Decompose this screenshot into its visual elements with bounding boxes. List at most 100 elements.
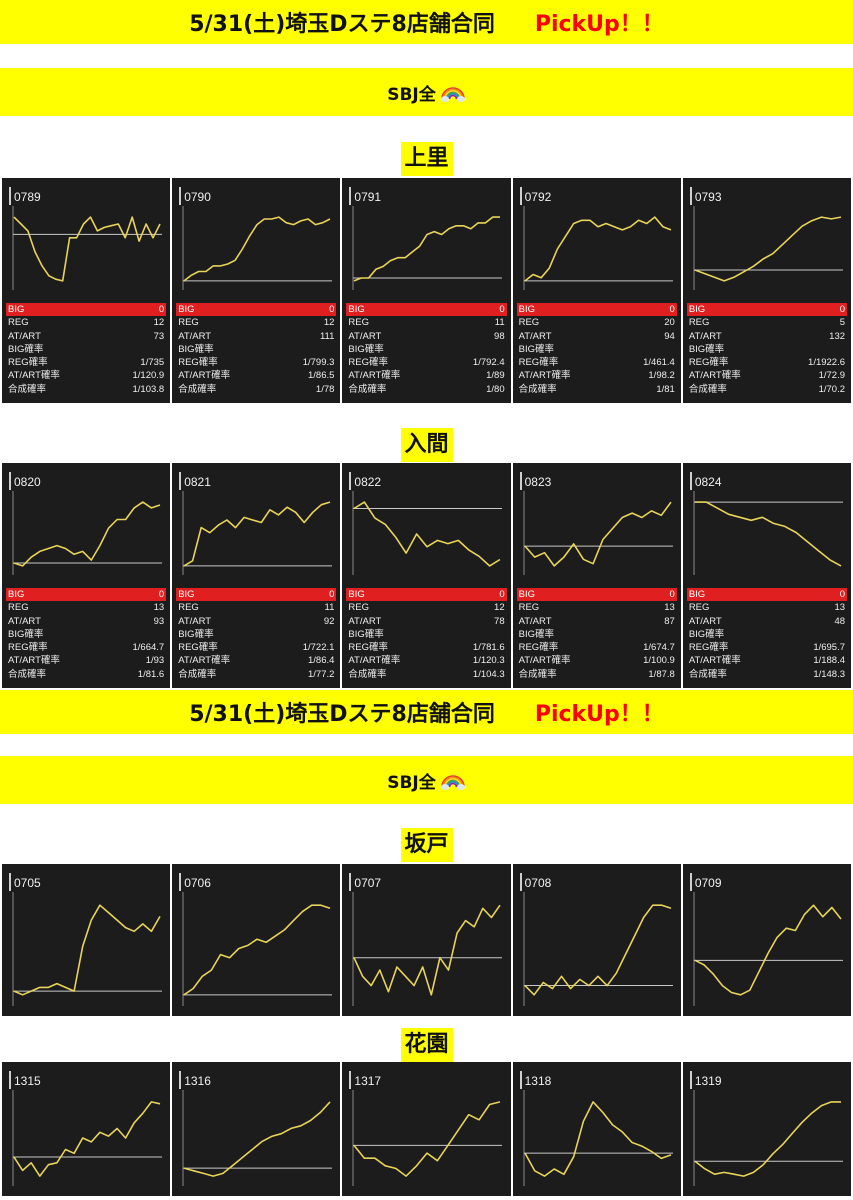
stat-label: 合成確率 bbox=[518, 383, 557, 395]
machine-card[interactable]: 1317 bbox=[342, 1062, 511, 1196]
stat-value: 0 bbox=[329, 304, 335, 315]
stat-value: 1/120.9 bbox=[132, 370, 165, 382]
payout-line bbox=[13, 216, 161, 282]
stat-row-big: BIG 0 bbox=[346, 303, 507, 317]
stat-label: BIG確率 bbox=[8, 343, 44, 355]
id-marker bbox=[349, 1071, 352, 1089]
stats-table: BIG 0 REG 5 AT/ART 132 BIG確率 REG確率 1/1922.6 AT/AR… bbox=[686, 303, 848, 396]
stat-row-reg: REG 11 bbox=[346, 316, 506, 329]
machine-row: 0789 BIG 0 REG 12 AT/ART 73 BIG確率 REG確率 1/735 AT/A… bbox=[2, 178, 852, 403]
stat-label: AT/ART確率 bbox=[178, 655, 231, 667]
machine-card[interactable]: 0822 BIG 0 REG 12 AT/ART 78 BIG確率 REG確率 1/781.6 AT… bbox=[342, 463, 511, 688]
machine-card[interactable]: 0707 bbox=[342, 864, 511, 1016]
stat-value: 1/87.8 bbox=[648, 668, 675, 680]
machine-card[interactable]: 0709 bbox=[682, 864, 852, 1016]
machine-number: 0789 bbox=[14, 190, 41, 204]
payout-line bbox=[694, 501, 842, 567]
machine-number: 1317 bbox=[354, 1074, 382, 1088]
stat-value: 1/89 bbox=[486, 370, 505, 382]
stat-value: 1/104.3 bbox=[472, 668, 505, 680]
stat-label: BIG bbox=[8, 304, 25, 315]
stat-label: AT/ART bbox=[518, 330, 552, 342]
machine-card[interactable]: 0705 bbox=[2, 864, 171, 1016]
stat-row-big-prob: BIG確率 bbox=[6, 628, 166, 641]
machine-card[interactable]: 0793 BIG 0 REG 5 AT/ART 132 BIG確率 REG確率 1/1922.6 A… bbox=[682, 178, 852, 403]
machine-card[interactable]: 1318 bbox=[512, 1062, 681, 1196]
slump-graph bbox=[12, 491, 162, 575]
id-marker bbox=[179, 1071, 182, 1089]
stats-table: BIG 0 REG 12 AT/ART 73 BIG確率 REG確率 1/735 AT/ART確率… bbox=[6, 303, 167, 396]
stat-label: AT/ART bbox=[8, 615, 41, 627]
stat-value: 1/148.3 bbox=[813, 668, 846, 680]
stat-value: 1/781.6 bbox=[472, 642, 505, 654]
stat-row-reg-prob: REG確率 1/1922.6 bbox=[687, 356, 847, 369]
machine-card[interactable]: 0823 BIG 0 REG 13 AT/ART 87 BIG確率 REG確率 1/674.7 AT… bbox=[512, 463, 681, 688]
stat-value: 13 bbox=[153, 602, 165, 614]
stat-value: 1/72.9 bbox=[818, 370, 846, 382]
stat-value: 1/81 bbox=[656, 383, 675, 395]
machine-card[interactable]: 1316 bbox=[172, 1062, 341, 1196]
machine-number: 0821 bbox=[184, 475, 211, 489]
stat-row-combined: 合成確率 1/70.2 bbox=[687, 383, 847, 396]
id-marker bbox=[519, 472, 522, 490]
stat-value: 0 bbox=[158, 589, 165, 600]
stat-row-big-prob: BIG確率 bbox=[687, 628, 847, 641]
stat-label: AT/ART確率 bbox=[688, 655, 741, 667]
machine-card[interactable]: 0824 BIG 0 REG 13 AT/ART 48 BIG確率 REG確率 1/695.7 AT… bbox=[682, 463, 852, 688]
stat-row-at-art-prob: AT/ART確率 1/86.4 bbox=[176, 654, 336, 667]
machine-card[interactable]: 0790 BIG 0 REG 12 AT/ART 111 BIG確率 REG確率 1/799.3 A… bbox=[172, 178, 341, 403]
stat-label: 合成確率 bbox=[348, 383, 387, 395]
stat-label: 合成確率 bbox=[688, 383, 727, 395]
stat-value: 0 bbox=[839, 589, 846, 600]
payout-line bbox=[13, 501, 161, 567]
stat-value: 0 bbox=[499, 589, 505, 600]
stat-label: BIG確率 bbox=[178, 343, 214, 355]
machine-card[interactable]: 0791 BIG 0 REG 11 AT/ART 98 BIG確率 REG確率 1/792.4 AT… bbox=[342, 178, 511, 403]
stat-row-big-prob: BIG確率 bbox=[6, 343, 166, 356]
stat-label: 合成確率 bbox=[518, 668, 557, 680]
machine-card[interactable]: 0706 bbox=[172, 864, 341, 1016]
stat-label: AT/ART確率 bbox=[348, 655, 401, 667]
machine-number: 0706 bbox=[184, 876, 211, 890]
machine-card[interactable]: 1315 bbox=[2, 1062, 171, 1196]
stat-label: BIG確率 bbox=[518, 343, 554, 355]
machine-card[interactable]: 0820 BIG 0 REG 13 AT/ART 93 BIG確率 REG確率 1/664.7 AT… bbox=[2, 463, 171, 688]
machine-banner: SBJ全 bbox=[0, 756, 853, 804]
machine-card[interactable]: 0792 BIG 0 REG 20 AT/ART 94 BIG確率 REG確率 1/461.4 AT… bbox=[512, 178, 681, 403]
stat-label: AT/ART確率 bbox=[518, 655, 571, 667]
stat-row-reg-prob: REG確率 1/664.7 bbox=[6, 641, 166, 654]
stat-row-at-art: AT/ART 98 bbox=[346, 330, 506, 343]
stat-row-at-art: AT/ART 94 bbox=[517, 330, 677, 343]
stats-table: BIG 0 REG 20 AT/ART 94 BIG確率 REG確率 1/461.4 AT/ART… bbox=[516, 303, 677, 396]
rainbow-icon bbox=[440, 87, 465, 102]
stat-row-reg: REG 12 bbox=[176, 316, 336, 329]
machine-card[interactable]: 0821 BIG 0 REG 11 AT/ART 92 BIG確率 REG確率 1/722.1 AT… bbox=[172, 463, 341, 688]
stat-row-combined: 合成確率 1/103.8 bbox=[6, 383, 166, 396]
stat-label: AT/ART bbox=[8, 330, 41, 342]
stat-value: 20 bbox=[664, 317, 675, 329]
stat-row-at-art: AT/ART 92 bbox=[176, 615, 336, 628]
stat-row-big-prob: BIG確率 bbox=[517, 628, 677, 641]
stats-table: BIG 0 REG 12 AT/ART 78 BIG確率 REG確率 1/781.6 AT/ART… bbox=[346, 588, 507, 681]
machine-number: 1315 bbox=[14, 1074, 41, 1088]
stat-label: AT/ART確率 bbox=[178, 370, 231, 382]
stat-value: 1/461.4 bbox=[643, 357, 675, 369]
title-text: 5/31(土)埼玉Dステ8店舗合同 bbox=[189, 12, 495, 37]
machine-card[interactable]: 0789 BIG 0 REG 12 AT/ART 73 BIG確率 REG確率 1/735 AT/A… bbox=[2, 178, 171, 403]
store-label: 入間 bbox=[400, 428, 453, 462]
machine-row: 0820 BIG 0 REG 13 AT/ART 93 BIG確率 REG確率 1/664.7 AT… bbox=[2, 463, 852, 688]
machine-card[interactable]: 1319 bbox=[682, 1062, 852, 1196]
stat-label: AT/ART確率 bbox=[688, 370, 741, 382]
stat-label: BIG bbox=[518, 589, 535, 600]
slump-graph bbox=[352, 892, 503, 1006]
stat-row-big: BIG 0 bbox=[176, 588, 337, 602]
stat-row-reg-prob: REG確率 1/461.4 bbox=[517, 356, 677, 369]
stat-row-big: BIG 0 bbox=[686, 588, 848, 602]
machine-card[interactable]: 0708 bbox=[512, 864, 681, 1016]
id-marker bbox=[9, 472, 11, 490]
payout-line bbox=[524, 216, 671, 282]
slump-graph bbox=[352, 491, 503, 575]
slump-graph bbox=[523, 206, 673, 290]
payout-line bbox=[183, 1101, 331, 1177]
pickup-text: PickUp！！ bbox=[534, 702, 664, 727]
